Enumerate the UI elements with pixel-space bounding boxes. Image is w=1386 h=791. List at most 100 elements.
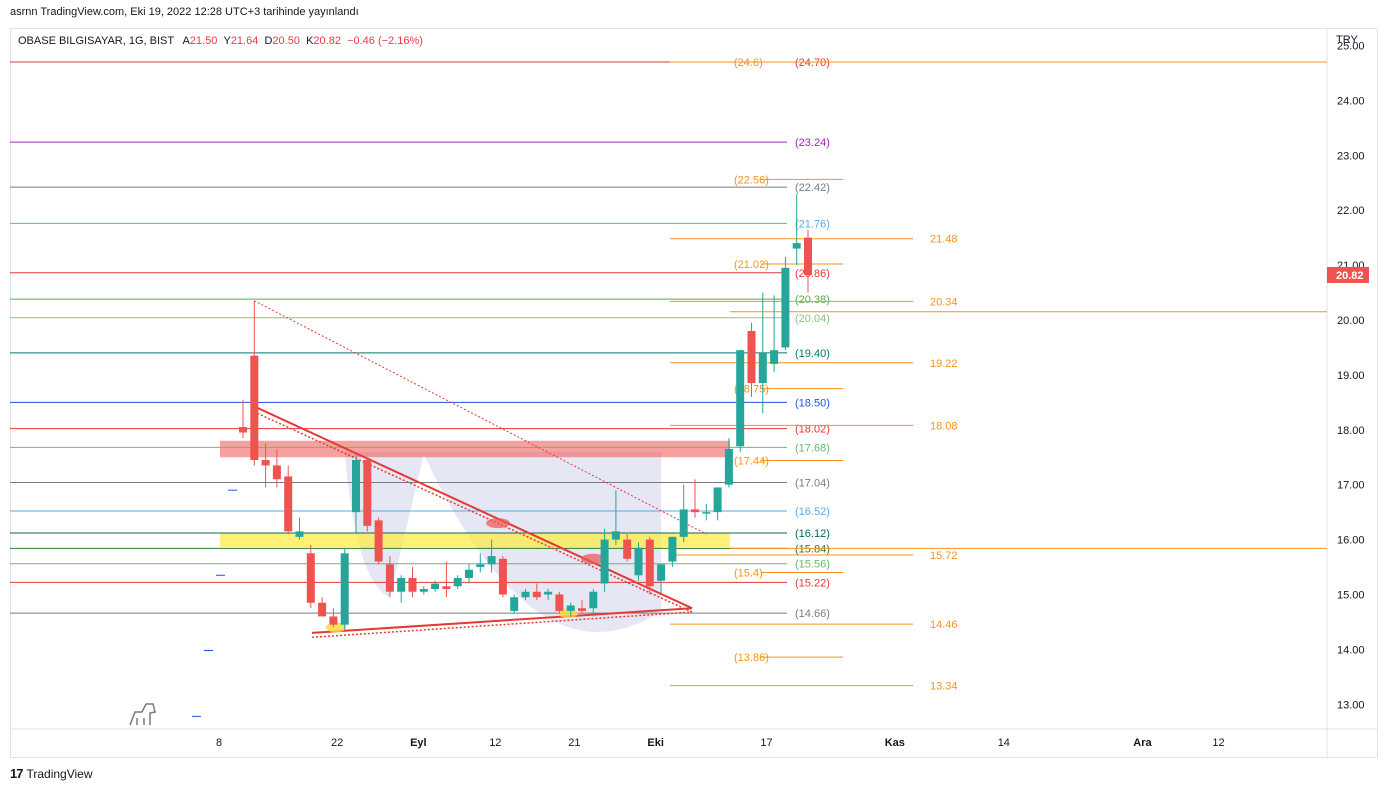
fib-level-label: (24.6) <box>734 57 763 69</box>
level-label: (24.70) <box>795 57 830 69</box>
candle-body <box>544 591 553 595</box>
candle-body <box>250 355 259 460</box>
candle <box>453 575 462 589</box>
level-label: (19.40) <box>795 348 830 360</box>
symbol-name[interactable]: OBASE BILGISAYAR, 1G, BIST <box>18 35 174 47</box>
x-tick-label: 17 <box>760 737 772 749</box>
candle-body <box>397 578 406 592</box>
candle <box>487 539 496 573</box>
candle-body <box>272 465 281 480</box>
candle-body <box>668 536 677 562</box>
y-tick-label: 13.00 <box>1337 699 1365 711</box>
candle <box>306 545 315 609</box>
level-label: (17.04) <box>795 477 830 489</box>
ohlc-close: K20.82 <box>306 35 341 47</box>
x-tick-label: Eyl <box>410 737 427 749</box>
candle <box>385 556 394 598</box>
x-tick-label: 21 <box>568 737 580 749</box>
candle-body <box>679 509 688 537</box>
touch-marker <box>486 518 510 529</box>
x-tick-label: Eki <box>647 737 664 749</box>
ohlc-high: Y21.64 <box>223 35 259 47</box>
candle-body <box>419 589 428 592</box>
level-label: (15.22) <box>795 577 830 589</box>
candle-body <box>363 459 372 526</box>
triangle-lower-dotted <box>311 611 693 639</box>
candle <box>295 517 304 540</box>
last-price-label: 20.82 <box>1336 270 1364 282</box>
candle-body <box>329 616 338 625</box>
candle <box>634 542 643 581</box>
level-label: (20.38) <box>795 294 830 306</box>
tradingview-logo-icon: 17 <box>10 766 24 781</box>
candle-body <box>374 520 383 562</box>
candle-body <box>747 330 756 384</box>
x-tick-label: Kas <box>885 737 905 749</box>
y-tick-label: 15.00 <box>1337 589 1365 601</box>
candle-body <box>736 350 745 447</box>
candle-body <box>781 267 790 348</box>
candle <box>408 567 417 598</box>
candle-body <box>498 558 507 595</box>
candle <box>419 586 428 595</box>
level-label: (16.52) <box>795 506 830 518</box>
footer-brand: 17 TradingView <box>10 766 93 781</box>
candle <box>250 300 259 466</box>
target-level-label: 13.34 <box>930 681 958 693</box>
candle <box>702 503 711 521</box>
candle-body <box>532 591 541 598</box>
level-label: (18.50) <box>795 397 830 409</box>
candle-body <box>284 476 293 532</box>
candle <box>521 589 530 600</box>
candle-body <box>623 539 632 559</box>
y-tick-label: 20.00 <box>1337 315 1365 327</box>
brand-name: TradingView <box>26 766 93 781</box>
candle-body <box>634 547 643 576</box>
candle-body <box>453 578 462 587</box>
last-price-badge <box>1327 266 1369 283</box>
currency-label[interactable]: TRY <box>1336 34 1358 46</box>
candle <box>476 553 485 573</box>
y-tick-label: 19.00 <box>1337 370 1365 382</box>
y-tick-label: 25.00 <box>1337 40 1365 52</box>
candle-body <box>600 539 609 584</box>
touch-marker <box>326 622 346 633</box>
candle <box>691 479 699 518</box>
candle <box>724 438 733 488</box>
candle <box>600 528 609 592</box>
candle <box>318 597 327 617</box>
level-label: (23.24) <box>795 137 830 149</box>
ohlc-low: D20.50 <box>264 35 300 47</box>
y-tick-label: 16.00 <box>1337 535 1365 547</box>
candle <box>758 292 767 414</box>
target-level-label: 15.72 <box>930 550 958 562</box>
published-caption: asrnn TradingView.com, Eki 19, 2022 12:2… <box>10 6 359 18</box>
candle <box>792 193 801 266</box>
y-tick-label: 14.00 <box>1337 644 1365 656</box>
candle <box>340 547 349 631</box>
candle-body <box>239 427 247 433</box>
touch-marker <box>581 553 605 564</box>
candle <box>578 599 586 614</box>
candle-body <box>770 350 779 364</box>
candle-body <box>352 459 360 513</box>
candle <box>272 449 281 488</box>
target-level-label: 14.46 <box>930 619 958 631</box>
candle <box>668 536 677 568</box>
candle-body <box>306 553 315 603</box>
candle <box>804 229 812 293</box>
candle <box>589 589 598 617</box>
candle <box>770 295 779 373</box>
candle-body <box>555 594 564 611</box>
candle <box>611 490 620 546</box>
candle-body <box>408 578 417 592</box>
candle-body <box>691 509 699 513</box>
symbol-legend: OBASE BILGISAYAR, 1G, BIST A21.50 Y21.64… <box>18 35 423 47</box>
triangle-lower-line <box>311 607 693 634</box>
candle <box>442 561 451 598</box>
target-level-label: 19.22 <box>930 358 958 370</box>
y-tick-label: 17.00 <box>1337 480 1365 492</box>
candle-body <box>487 556 496 565</box>
candle-body <box>702 512 711 514</box>
